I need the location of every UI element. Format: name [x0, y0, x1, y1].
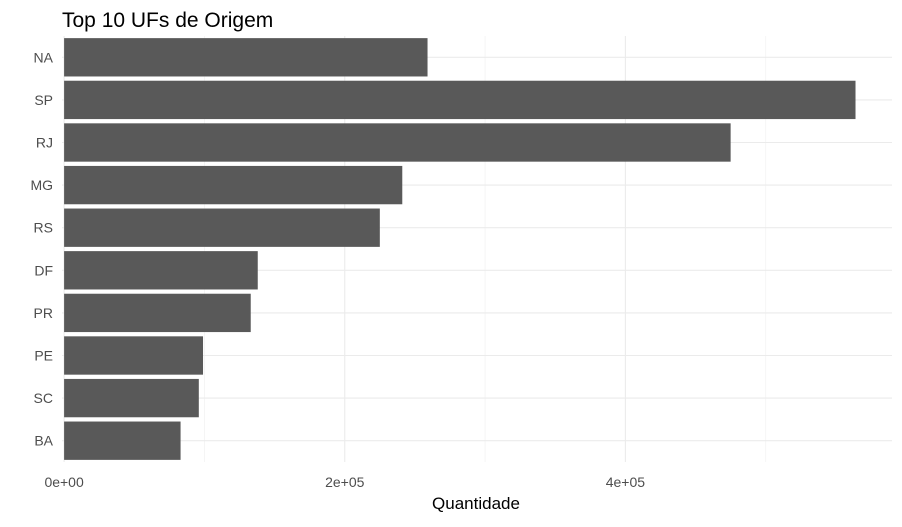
y-tick-label-mg: MG — [30, 177, 53, 193]
bar-pe — [64, 336, 204, 375]
bar-ba — [64, 421, 181, 460]
x-tick-label: 0e+00 — [44, 474, 84, 490]
y-tick-label-ba: BA — [34, 433, 53, 449]
x-axis-tick-labels: 0e+00 2e+05 4e+05 — [44, 474, 645, 490]
bar-mg — [64, 165, 403, 205]
y-tick-label-pe: PE — [34, 348, 53, 364]
y-tick-label-rs: RS — [34, 220, 53, 236]
bar-sp — [64, 80, 856, 120]
bar-rj — [64, 123, 731, 162]
y-tick-label-sp: SP — [34, 92, 53, 108]
y-tick-label-pr: PR — [34, 305, 53, 321]
y-tick-label-sc: SC — [34, 390, 53, 406]
bar-rs — [64, 208, 380, 247]
x-tick-label: 4e+05 — [606, 474, 646, 490]
x-tick-label: 2e+05 — [325, 474, 365, 490]
bars — [64, 38, 856, 460]
y-axis-tick-labels: NA SP RJ MG RS DF PR PE SC BA — [30, 49, 53, 448]
y-tick-label-df: DF — [34, 262, 53, 278]
bar-sc — [64, 378, 199, 418]
y-tick-label-rj: RJ — [36, 135, 53, 151]
y-tick-label-na: NA — [34, 49, 54, 65]
bar-df — [64, 251, 258, 290]
bar-pr — [64, 293, 251, 333]
bar-na — [64, 38, 428, 77]
chart-title: Top 10 UFs de Origem — [62, 9, 273, 32]
x-axis-label: Quantidade — [432, 494, 520, 513]
